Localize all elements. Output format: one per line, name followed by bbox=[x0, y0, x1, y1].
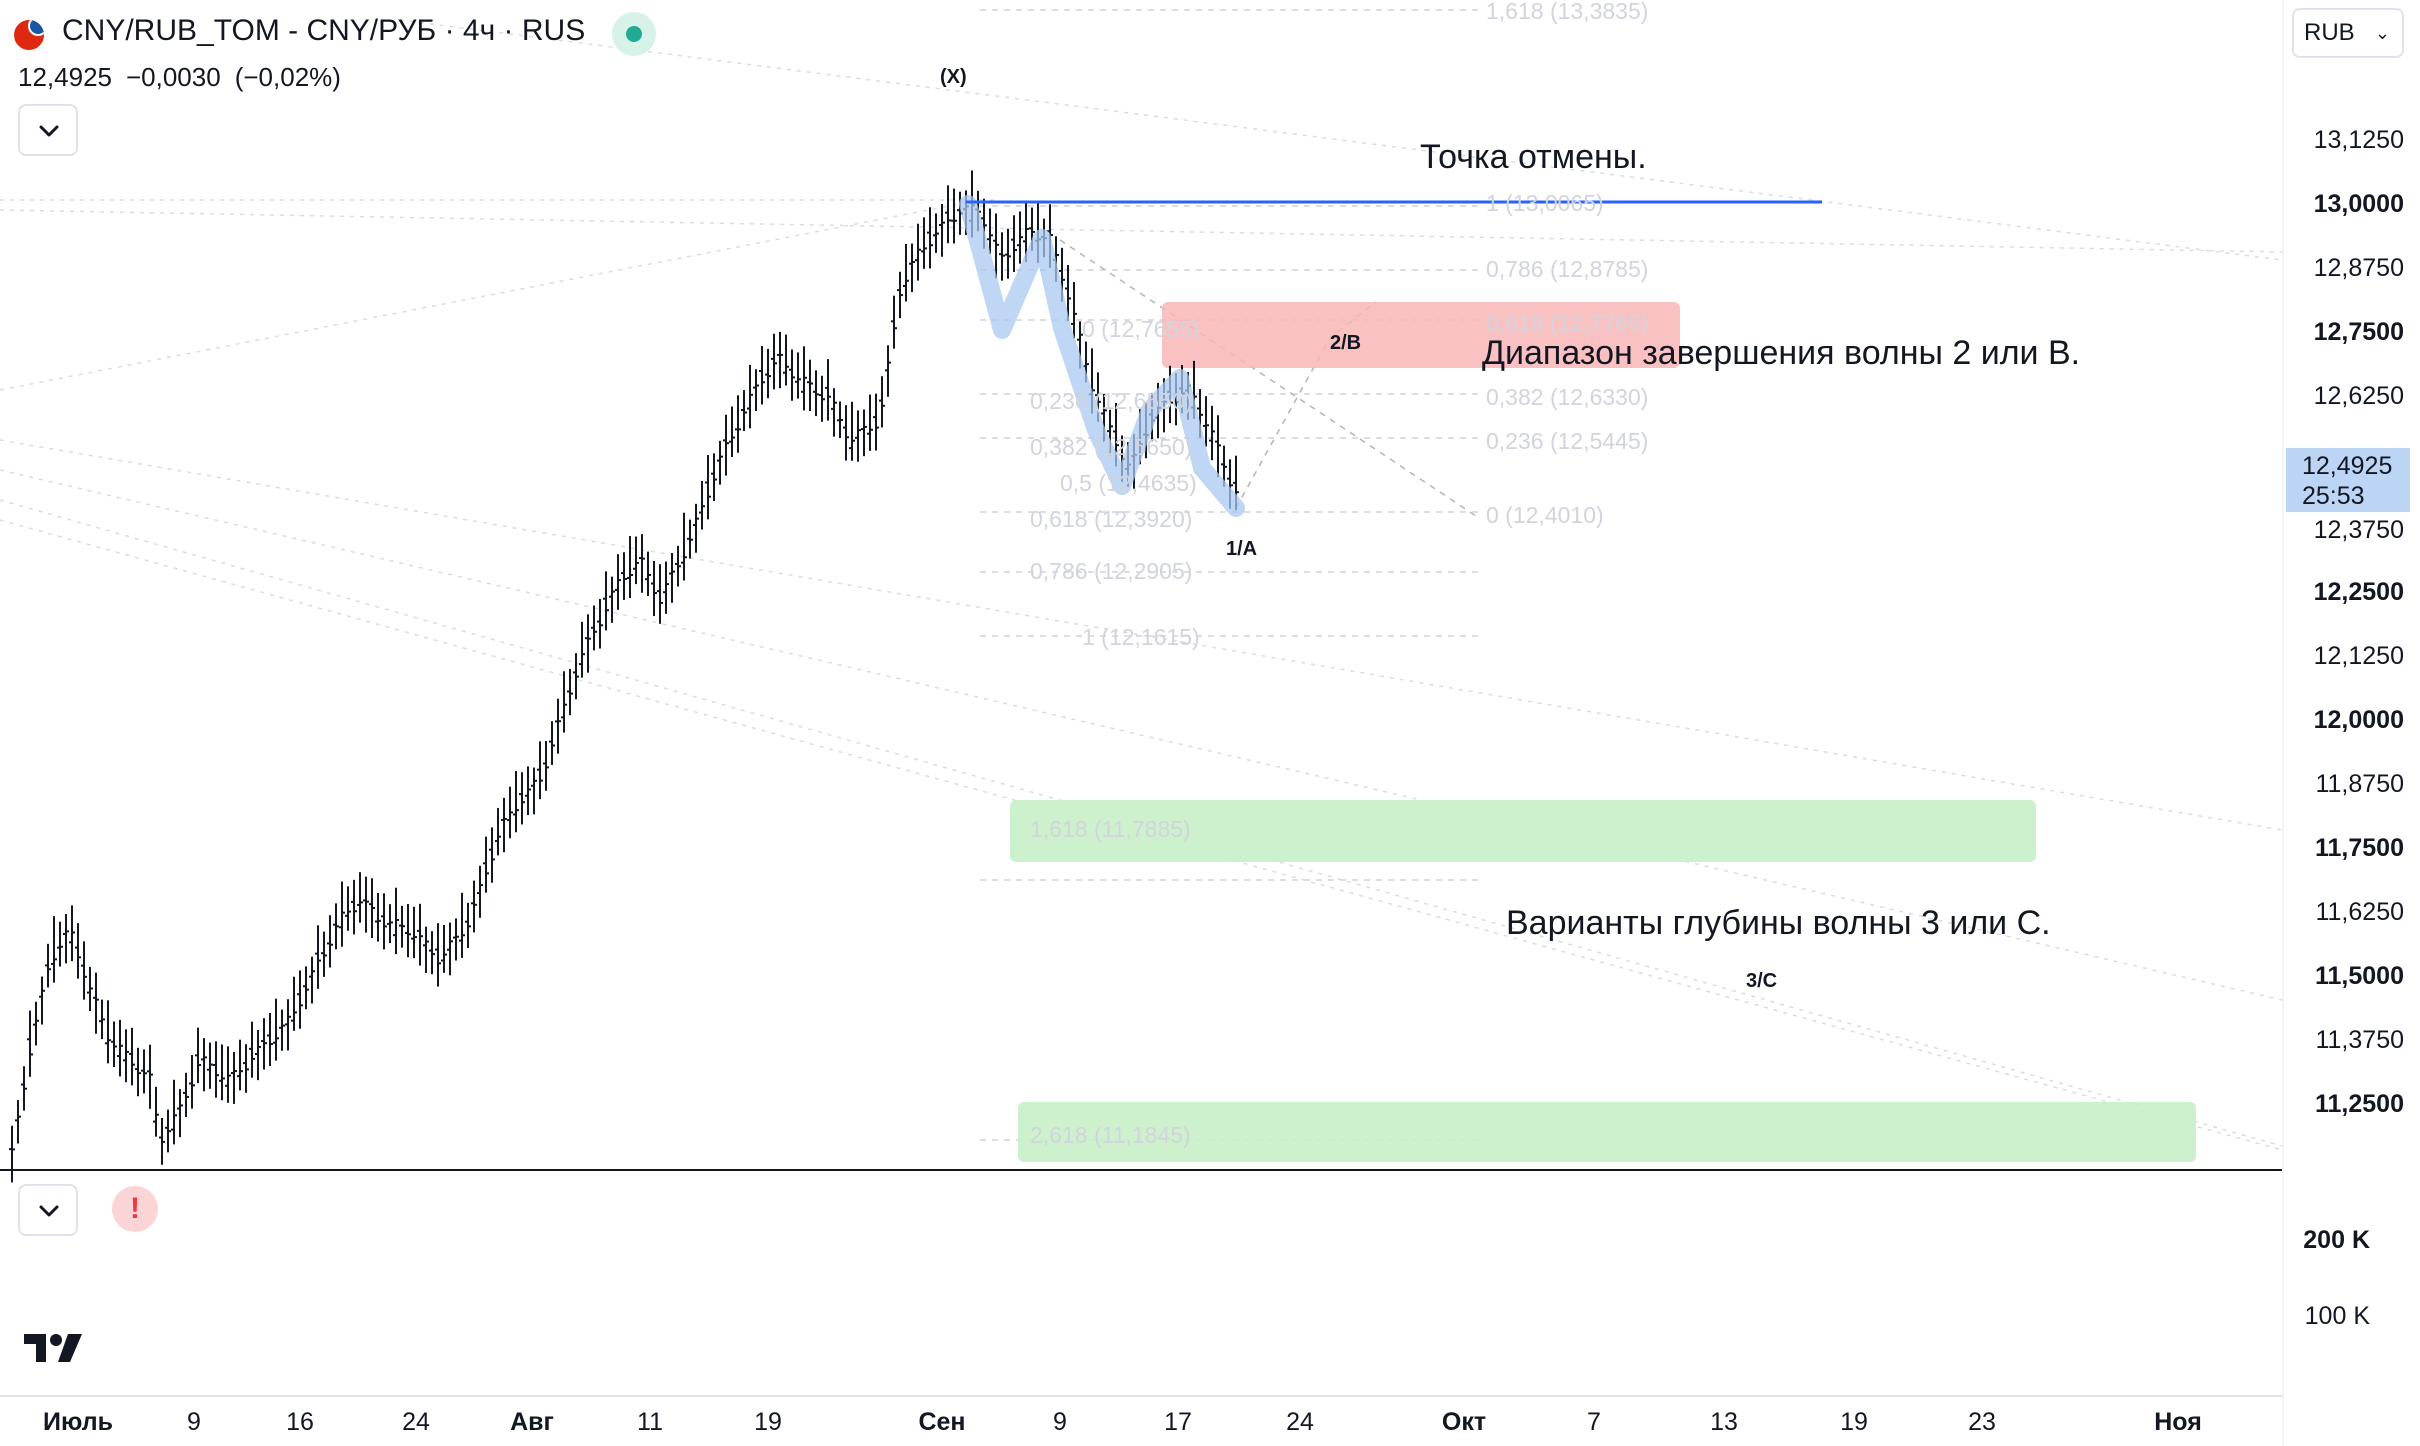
wave-label-1a[interactable]: 1/A bbox=[1226, 538, 1258, 560]
price-bars bbox=[9, 170, 1239, 1183]
volume-pane-collapse-button[interactable] bbox=[18, 1184, 78, 1236]
fib-label: 0,382 (12,6330) bbox=[1486, 384, 1649, 410]
time-axis-label: 19 bbox=[754, 1408, 782, 1436]
time-axis-label: 9 bbox=[187, 1408, 201, 1436]
volume-axis-label: 100 K bbox=[2304, 1302, 2370, 1330]
time-axis-label: Июль bbox=[43, 1408, 113, 1436]
time-axis-label: 17 bbox=[1164, 1408, 1192, 1436]
price-change: −0,0030 bbox=[125, 62, 221, 92]
price-axis-label: 11,8750 bbox=[2315, 770, 2404, 798]
time-axis-label: Ноя bbox=[2154, 1408, 2202, 1436]
fib-label: 1,618 (13,3835) bbox=[1486, 0, 1649, 24]
tradingview-logo-icon[interactable] bbox=[22, 1332, 86, 1364]
price-axis[interactable] bbox=[2282, 0, 2420, 1446]
chevron-down-icon: ⌄ bbox=[2374, 23, 2390, 43]
wave3-depth-annotation[interactable]: Варианты глубины волны 3 или C. bbox=[1506, 904, 2051, 942]
price-axis-label: 12,6250 bbox=[2313, 382, 2404, 410]
fib-label: 2,618 (11,1845) bbox=[1030, 1122, 1191, 1148]
price-axis-label: 13,1250 bbox=[2313, 126, 2404, 154]
price-axis-label: 12,1250 bbox=[2313, 642, 2404, 670]
wave-path bbox=[959, 195, 1245, 517]
price-axis-label: 11,7500 bbox=[2315, 834, 2404, 862]
trend-line bbox=[0, 469, 2282, 1001]
time-axis-label: Сен bbox=[918, 1408, 966, 1436]
time-axis-label: 16 bbox=[286, 1408, 314, 1436]
trend-line bbox=[0, 209, 2282, 253]
fib-label: 0 (12,7655) bbox=[1082, 316, 1200, 342]
fib-label: 1 (12,1615) bbox=[1082, 624, 1200, 650]
currency-value: RUB bbox=[2304, 19, 2355, 46]
price-axis-label: 12,2500 bbox=[2313, 578, 2404, 606]
wave3-target-zone-2618[interactable] bbox=[1018, 1102, 2196, 1162]
wave2-target-zone[interactable] bbox=[1162, 302, 1680, 368]
time-axis-label: 23 bbox=[1968, 1408, 1996, 1436]
last-price: 12,4925 bbox=[18, 62, 112, 92]
price-change-percent: (−0,02%) bbox=[234, 62, 341, 92]
price-axis-label: 12,3750 bbox=[2313, 516, 2404, 544]
symbol-quote: 12,4925 −0,0030 (−0,02%) bbox=[18, 62, 355, 93]
error-alert-icon[interactable]: ! bbox=[112, 1186, 158, 1232]
price-axis-label: 12,0000 bbox=[2313, 706, 2404, 734]
market-open-icon[interactable] bbox=[612, 12, 656, 56]
chevron-down-icon bbox=[39, 125, 59, 137]
fib-label: 0,5 (12,4635) bbox=[1060, 470, 1197, 496]
bar-countdown: 25:53 bbox=[2302, 482, 2365, 510]
wave3-target-zone-1618[interactable] bbox=[1010, 800, 2036, 862]
trend-lines bbox=[0, 19, 2282, 1151]
time-axis-label: Окт bbox=[1441, 1408, 1487, 1436]
time-axis-label: 19 bbox=[1840, 1408, 1868, 1436]
fib-label: 1,618 (11,7885) bbox=[1030, 816, 1191, 842]
fib-label: 1 (13,0065) bbox=[1486, 190, 1604, 216]
time-axis-label: 24 bbox=[1286, 1408, 1314, 1436]
time-axis-label: 9 bbox=[1053, 1408, 1067, 1436]
fib-label: 0,618 (12,3920) bbox=[1030, 506, 1193, 532]
legend-collapse-button[interactable] bbox=[18, 104, 78, 156]
fib-label: 0 (12,4010) bbox=[1486, 502, 1604, 528]
time-axis-label: 11 bbox=[637, 1408, 663, 1436]
wave-label-x[interactable]: (X) bbox=[940, 66, 967, 88]
chevron-down-icon bbox=[39, 1205, 59, 1217]
current-price-value: 12,4925 bbox=[2302, 452, 2393, 480]
price-axis-label: 11,6250 bbox=[2315, 898, 2404, 926]
wave-label-2b[interactable]: 2/B bbox=[1330, 332, 1362, 354]
current-price-marker: 12,4925 25:53 bbox=[2286, 448, 2410, 512]
fib-label: 0,236 (12,6650) bbox=[1030, 388, 1193, 414]
fib-label: 0,382 (12,5650) bbox=[1030, 434, 1193, 460]
fib-label: 0,786 (12,2905) bbox=[1030, 558, 1193, 584]
fib-label: 0,236 (12,5445) bbox=[1486, 428, 1649, 454]
fib-label: 0,618 (12,7765) bbox=[1486, 310, 1649, 336]
price-axis-label: 11,5000 bbox=[2315, 962, 2404, 990]
china-flag-icon bbox=[14, 20, 44, 50]
price-axis-label: 12,8750 bbox=[2313, 254, 2404, 282]
cancel-point-annotation[interactable]: Точка отмены. bbox=[1420, 138, 1647, 176]
price-axis-label: 12,7500 bbox=[2313, 318, 2404, 346]
wave2-range-annotation[interactable]: Диапазон завершения волны 2 или B. bbox=[1482, 334, 2081, 372]
time-axis-label: 24 bbox=[402, 1408, 430, 1436]
currency-selector[interactable]: RUB ⌄ bbox=[2292, 8, 2404, 58]
time-axis-label: Авг bbox=[510, 1408, 554, 1436]
price-axis-label: 11,3750 bbox=[2315, 1026, 2404, 1054]
volume-axis-label: 200 K bbox=[2303, 1226, 2370, 1254]
fib-label: 0,786 (12,8785) bbox=[1486, 256, 1649, 282]
time-axis-label: 7 bbox=[1587, 1408, 1601, 1436]
symbol-title[interactable]: CNY/RUB_TOM - CNY/РУБ · 4ч · RUS bbox=[62, 14, 586, 47]
time-axis-label: 13 bbox=[1710, 1408, 1738, 1436]
trend-line bbox=[399, 19, 2282, 261]
price-chart[interactable] bbox=[0, 0, 2282, 1446]
wave-label-3c[interactable]: 3/C bbox=[1746, 970, 1778, 992]
price-axis-label: 11,2500 bbox=[2315, 1090, 2404, 1118]
price-axis-label: 13,0000 bbox=[2313, 190, 2404, 218]
trend-line bbox=[0, 199, 981, 391]
